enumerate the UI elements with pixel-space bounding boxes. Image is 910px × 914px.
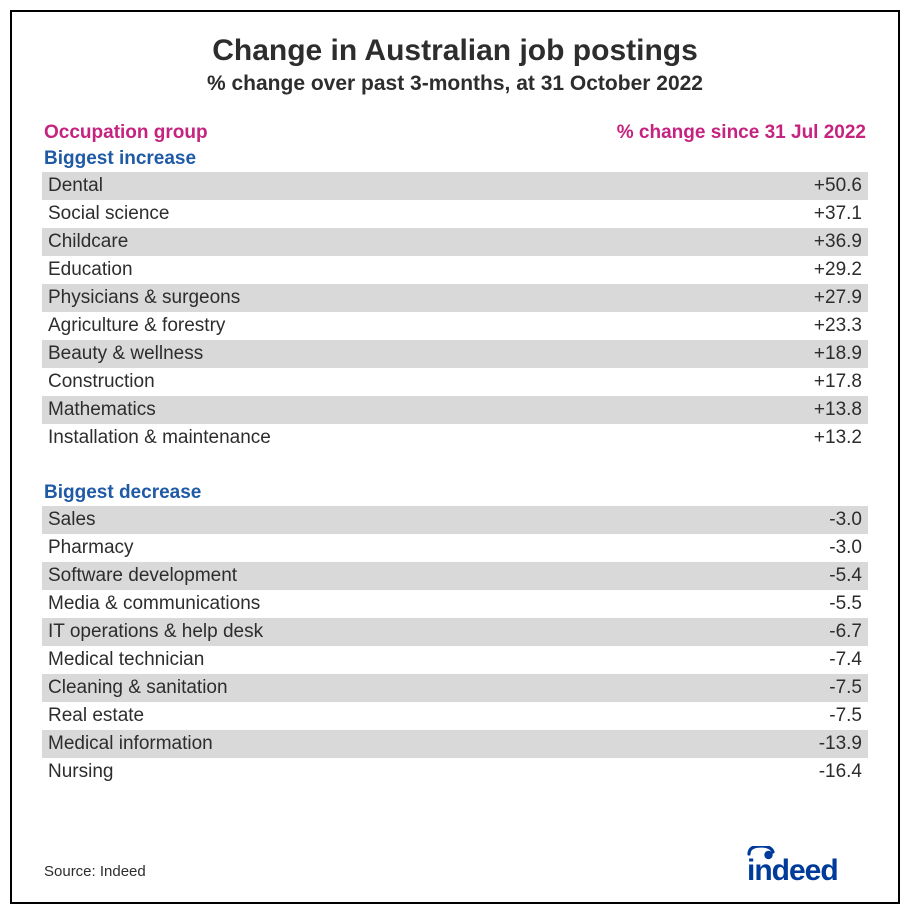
row-value: -5.4 <box>829 565 862 587</box>
table-row: Education +29.2 <box>42 256 868 284</box>
row-value: -7.4 <box>829 649 862 671</box>
svg-text:indeed: indeed <box>747 854 838 884</box>
table-row: Cleaning & sanitation -7.5 <box>42 674 868 702</box>
table-row: Social science +37.1 <box>42 200 868 228</box>
column-header-left: Occupation group <box>44 122 208 144</box>
row-value: +13.2 <box>814 427 862 449</box>
row-label: Education <box>48 259 133 281</box>
column-headers: Occupation group % change since 31 Jul 2… <box>42 122 868 146</box>
table-row: Software development -5.4 <box>42 562 868 590</box>
row-value: -3.0 <box>829 509 862 531</box>
chart-frame: Change in Australian job postings % chan… <box>10 10 900 904</box>
footer: Source: Indeed indeed <box>42 836 868 884</box>
row-label: Sales <box>48 509 96 531</box>
row-label: Mathematics <box>48 399 156 421</box>
row-label: Medical technician <box>48 649 204 671</box>
section-gap <box>42 452 868 480</box>
row-value: -16.4 <box>819 761 862 783</box>
row-label: Social science <box>48 203 169 225</box>
row-value: +50.6 <box>814 175 862 197</box>
table-row: Childcare +36.9 <box>42 228 868 256</box>
row-label: Pharmacy <box>48 537 134 559</box>
row-value: +18.9 <box>814 343 862 365</box>
row-value: +29.2 <box>814 259 862 281</box>
table-row: Mathematics +13.8 <box>42 396 868 424</box>
row-value: +27.9 <box>814 287 862 309</box>
row-label: Agriculture & forestry <box>48 315 225 337</box>
chart-title: Change in Australian job postings <box>42 34 868 68</box>
row-label: Construction <box>48 371 155 393</box>
row-value: +36.9 <box>814 231 862 253</box>
row-value: -6.7 <box>829 621 862 643</box>
row-label: Dental <box>48 175 103 197</box>
table-row: Pharmacy -3.0 <box>42 534 868 562</box>
table-row: Installation & maintenance +13.2 <box>42 424 868 452</box>
row-label: Real estate <box>48 705 144 727</box>
row-label: Childcare <box>48 231 128 253</box>
section-label: Biggest decrease <box>42 480 868 506</box>
table-row: Physicians & surgeons +27.9 <box>42 284 868 312</box>
table-row: Sales -3.0 <box>42 506 868 534</box>
table-row: Construction +17.8 <box>42 368 868 396</box>
row-value: -3.0 <box>829 537 862 559</box>
section-label: Biggest increase <box>42 146 868 172</box>
row-label: Cleaning & sanitation <box>48 677 228 699</box>
source-text: Source: Indeed <box>42 863 146 884</box>
table-row: IT operations & help desk -6.7 <box>42 618 868 646</box>
row-label: Physicians & surgeons <box>48 287 240 309</box>
row-label: Software development <box>48 565 237 587</box>
row-value: +23.3 <box>814 315 862 337</box>
table-row: Medical technician -7.4 <box>42 646 868 674</box>
row-label: Beauty & wellness <box>48 343 203 365</box>
table-row: Real estate -7.5 <box>42 702 868 730</box>
row-value: -7.5 <box>829 677 862 699</box>
table-row: Agriculture & forestry +23.3 <box>42 312 868 340</box>
table-body: Biggest increase Dental +50.6 Social scienc… <box>42 146 868 786</box>
row-label: Installation & maintenance <box>48 427 271 449</box>
row-label: Media & communications <box>48 593 260 615</box>
table-row: Beauty & wellness +18.9 <box>42 340 868 368</box>
row-value: -7.5 <box>829 705 862 727</box>
row-value: -13.9 <box>819 733 862 755</box>
row-value: -5.5 <box>829 593 862 615</box>
table-row: Nursing -16.4 <box>42 758 868 786</box>
indeed-logo: indeed <box>743 846 868 884</box>
row-label: IT operations & help desk <box>48 621 263 643</box>
row-label: Medical information <box>48 733 213 755</box>
row-label: Nursing <box>48 761 113 783</box>
column-header-right: % change since 31 Jul 2022 <box>617 122 866 144</box>
table-row: Dental +50.6 <box>42 172 868 200</box>
row-value: +13.8 <box>814 399 862 421</box>
row-value: +37.1 <box>814 203 862 225</box>
table-row: Media & communications -5.5 <box>42 590 868 618</box>
chart-subtitle: % change over past 3-months, at 31 Octob… <box>42 72 868 96</box>
row-value: +17.8 <box>814 371 862 393</box>
table-row: Medical information -13.9 <box>42 730 868 758</box>
